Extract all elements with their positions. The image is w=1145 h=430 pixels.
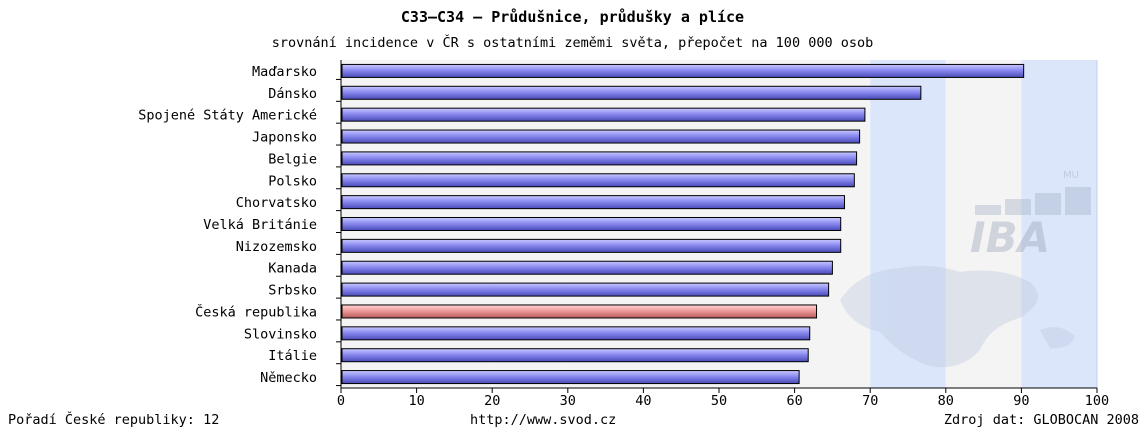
data-source-text: Zdroj dat: GLOBOCAN 2008 xyxy=(943,412,1139,428)
category-label: Spojené Státy Americké xyxy=(138,108,317,124)
bar xyxy=(341,326,811,341)
watermark-iba-text: IBA xyxy=(970,213,1050,262)
x-tick-label: 20 xyxy=(484,393,500,409)
logo-block xyxy=(975,205,1001,215)
x-tick-label: 80 xyxy=(938,393,954,409)
world-map-shape xyxy=(1040,327,1075,349)
category-label: Kanada xyxy=(268,261,317,277)
x-tick-label: 90 xyxy=(1013,393,1029,409)
logo-block xyxy=(1005,199,1031,215)
x-tick-label: 100 xyxy=(1085,393,1109,409)
bar xyxy=(341,151,858,166)
category-label: Japonsko xyxy=(252,130,317,146)
watermark-mu-text: MU xyxy=(1063,170,1079,181)
world-map-shape xyxy=(840,265,1038,368)
category-label: Slovinsko xyxy=(244,326,317,342)
bar-chart: MU IBA 0 10 20 30 40 50 60 70 80 90 100 Maďarsko Dán… xyxy=(138,60,1109,409)
bar xyxy=(341,348,809,363)
bar xyxy=(341,370,800,385)
bar xyxy=(341,217,842,231)
category-label: Belgie xyxy=(268,151,317,167)
bar xyxy=(341,129,861,144)
iba-logo-watermark: MU IBA xyxy=(840,170,1091,368)
category-label: Dánsko xyxy=(268,86,317,102)
x-tick-label: 30 xyxy=(560,393,576,409)
category-label: Polsko xyxy=(268,173,317,189)
x-tick-label: 0 xyxy=(337,393,345,409)
category-label: Maďarsko xyxy=(252,64,317,80)
bar xyxy=(341,238,842,253)
bar xyxy=(341,63,1025,78)
category-label: Chorvatsko xyxy=(236,195,317,211)
source-url-link[interactable]: http://www.svod.cz xyxy=(470,412,617,428)
bar xyxy=(341,282,830,297)
bar-highlight xyxy=(341,304,818,319)
chart-subtitle: srovnání incidence v ČR s ostatními země… xyxy=(271,35,874,51)
category-label: Srbsko xyxy=(268,283,317,299)
plot-band xyxy=(870,60,946,388)
plot-band xyxy=(945,60,1022,388)
x-tick-label: 40 xyxy=(635,393,651,409)
czech-rank-text: Pořadí České republiky: 12 xyxy=(8,412,220,428)
x-tick-label: 10 xyxy=(408,393,424,409)
x-tick-label: 60 xyxy=(786,393,802,409)
chart-title: C33–C34 – Průdušnice, průdušky a plíce xyxy=(400,8,745,26)
category-label: Itálie xyxy=(268,348,317,364)
plot-band xyxy=(1021,60,1097,388)
category-label: Německo xyxy=(260,370,317,386)
logo-block xyxy=(1035,193,1061,215)
bar xyxy=(341,173,855,188)
bar xyxy=(341,107,866,122)
category-label: Velká Británie xyxy=(203,217,317,233)
category-label: Nizozemsko xyxy=(236,239,317,255)
bar xyxy=(341,195,845,210)
bar xyxy=(341,85,922,100)
logo-block xyxy=(1065,187,1091,215)
category-label: Česká republika xyxy=(195,302,317,320)
x-tick-label: 50 xyxy=(711,393,727,409)
x-tick-label: 70 xyxy=(862,393,878,409)
bar xyxy=(341,260,833,275)
